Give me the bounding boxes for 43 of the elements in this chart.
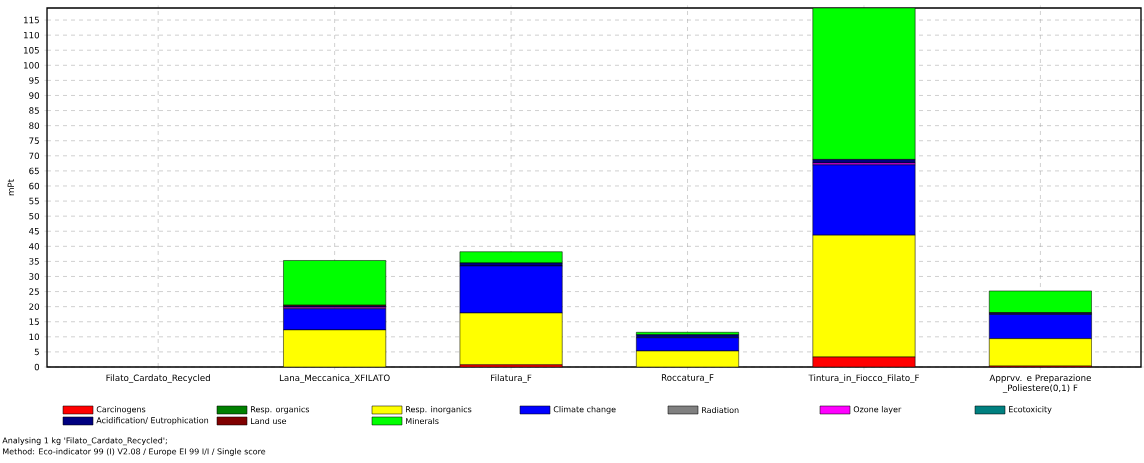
text: Method: Eco-indicator 99 (I) V2.08 / Europe EI 99 I/I / Single score <box>3 448 266 456</box>
x-tick-label: Apprvv. e Preparazione _Poliestere(0,1) F <box>989 374 1091 393</box>
legend-label: Acidification/ Eutrophication <box>96 417 209 425</box>
y-tick-label: 110 <box>24 31 40 39</box>
y-tick-label: 30 <box>29 273 40 280</box>
y-tick-label: 0 <box>34 363 40 371</box>
y-tick-label: 75 <box>29 137 39 144</box>
y-tick-label: 115 <box>24 16 39 24</box>
legend-label: Ozone layer <box>853 406 902 414</box>
y-tick-label: 45 <box>29 228 39 235</box>
x-tick-label: Roccatura_F <box>661 374 714 383</box>
y-tick-label: 85 <box>29 107 39 114</box>
x-tick-label: Filatura_F <box>491 374 532 383</box>
y-tick-label: 95 <box>29 77 39 84</box>
y-tick-label: 35 <box>29 258 39 265</box>
y-tick-label: 65 <box>29 167 39 175</box>
y-tick-label: 15 <box>29 318 39 325</box>
y-tick-label: 60 <box>29 182 40 190</box>
legend-label: Radiation <box>702 406 739 414</box>
y-tick-label: 100 <box>24 62 40 69</box>
y-tick-label: 25 <box>29 288 39 295</box>
x-tick-label: Lana_Meccanica_XFILATO <box>279 374 390 383</box>
legend-label: Land use <box>251 417 287 425</box>
legend-label: Climate change <box>553 406 616 414</box>
legend-label: Ecotoxicity <box>1009 406 1052 414</box>
y-tick-label: 80 <box>29 122 40 129</box>
y-tick-label: 105 <box>24 46 39 54</box>
y-axis-title: mPt <box>7 179 14 196</box>
y-tick-label: 90 <box>29 92 40 99</box>
x-tick-label: Filato_Cardato_Recycled <box>106 374 210 383</box>
y-tick-label: 40 <box>29 243 40 250</box>
legend-label: Carcinogens <box>96 406 146 414</box>
legend-label: Resp. organics <box>251 406 310 414</box>
legend-label: Minerals <box>406 417 439 425</box>
y-tick-label: 50 <box>29 212 40 220</box>
legend-label: Resp. inorganics <box>406 406 472 414</box>
y-tick-label: 5 <box>34 348 39 356</box>
y-tick-label: 70 <box>29 152 40 160</box>
y-tick-label: 10 <box>29 333 40 341</box>
x-tick-label: Tintura_in_Fiocco_Filato_F <box>808 374 919 383</box>
text: Analysing 1 kg 'Filato_Cardato_Recycled'; <box>2 437 167 446</box>
y-tick-label: 55 <box>29 197 39 205</box>
y-tick-label: 20 <box>29 303 40 310</box>
